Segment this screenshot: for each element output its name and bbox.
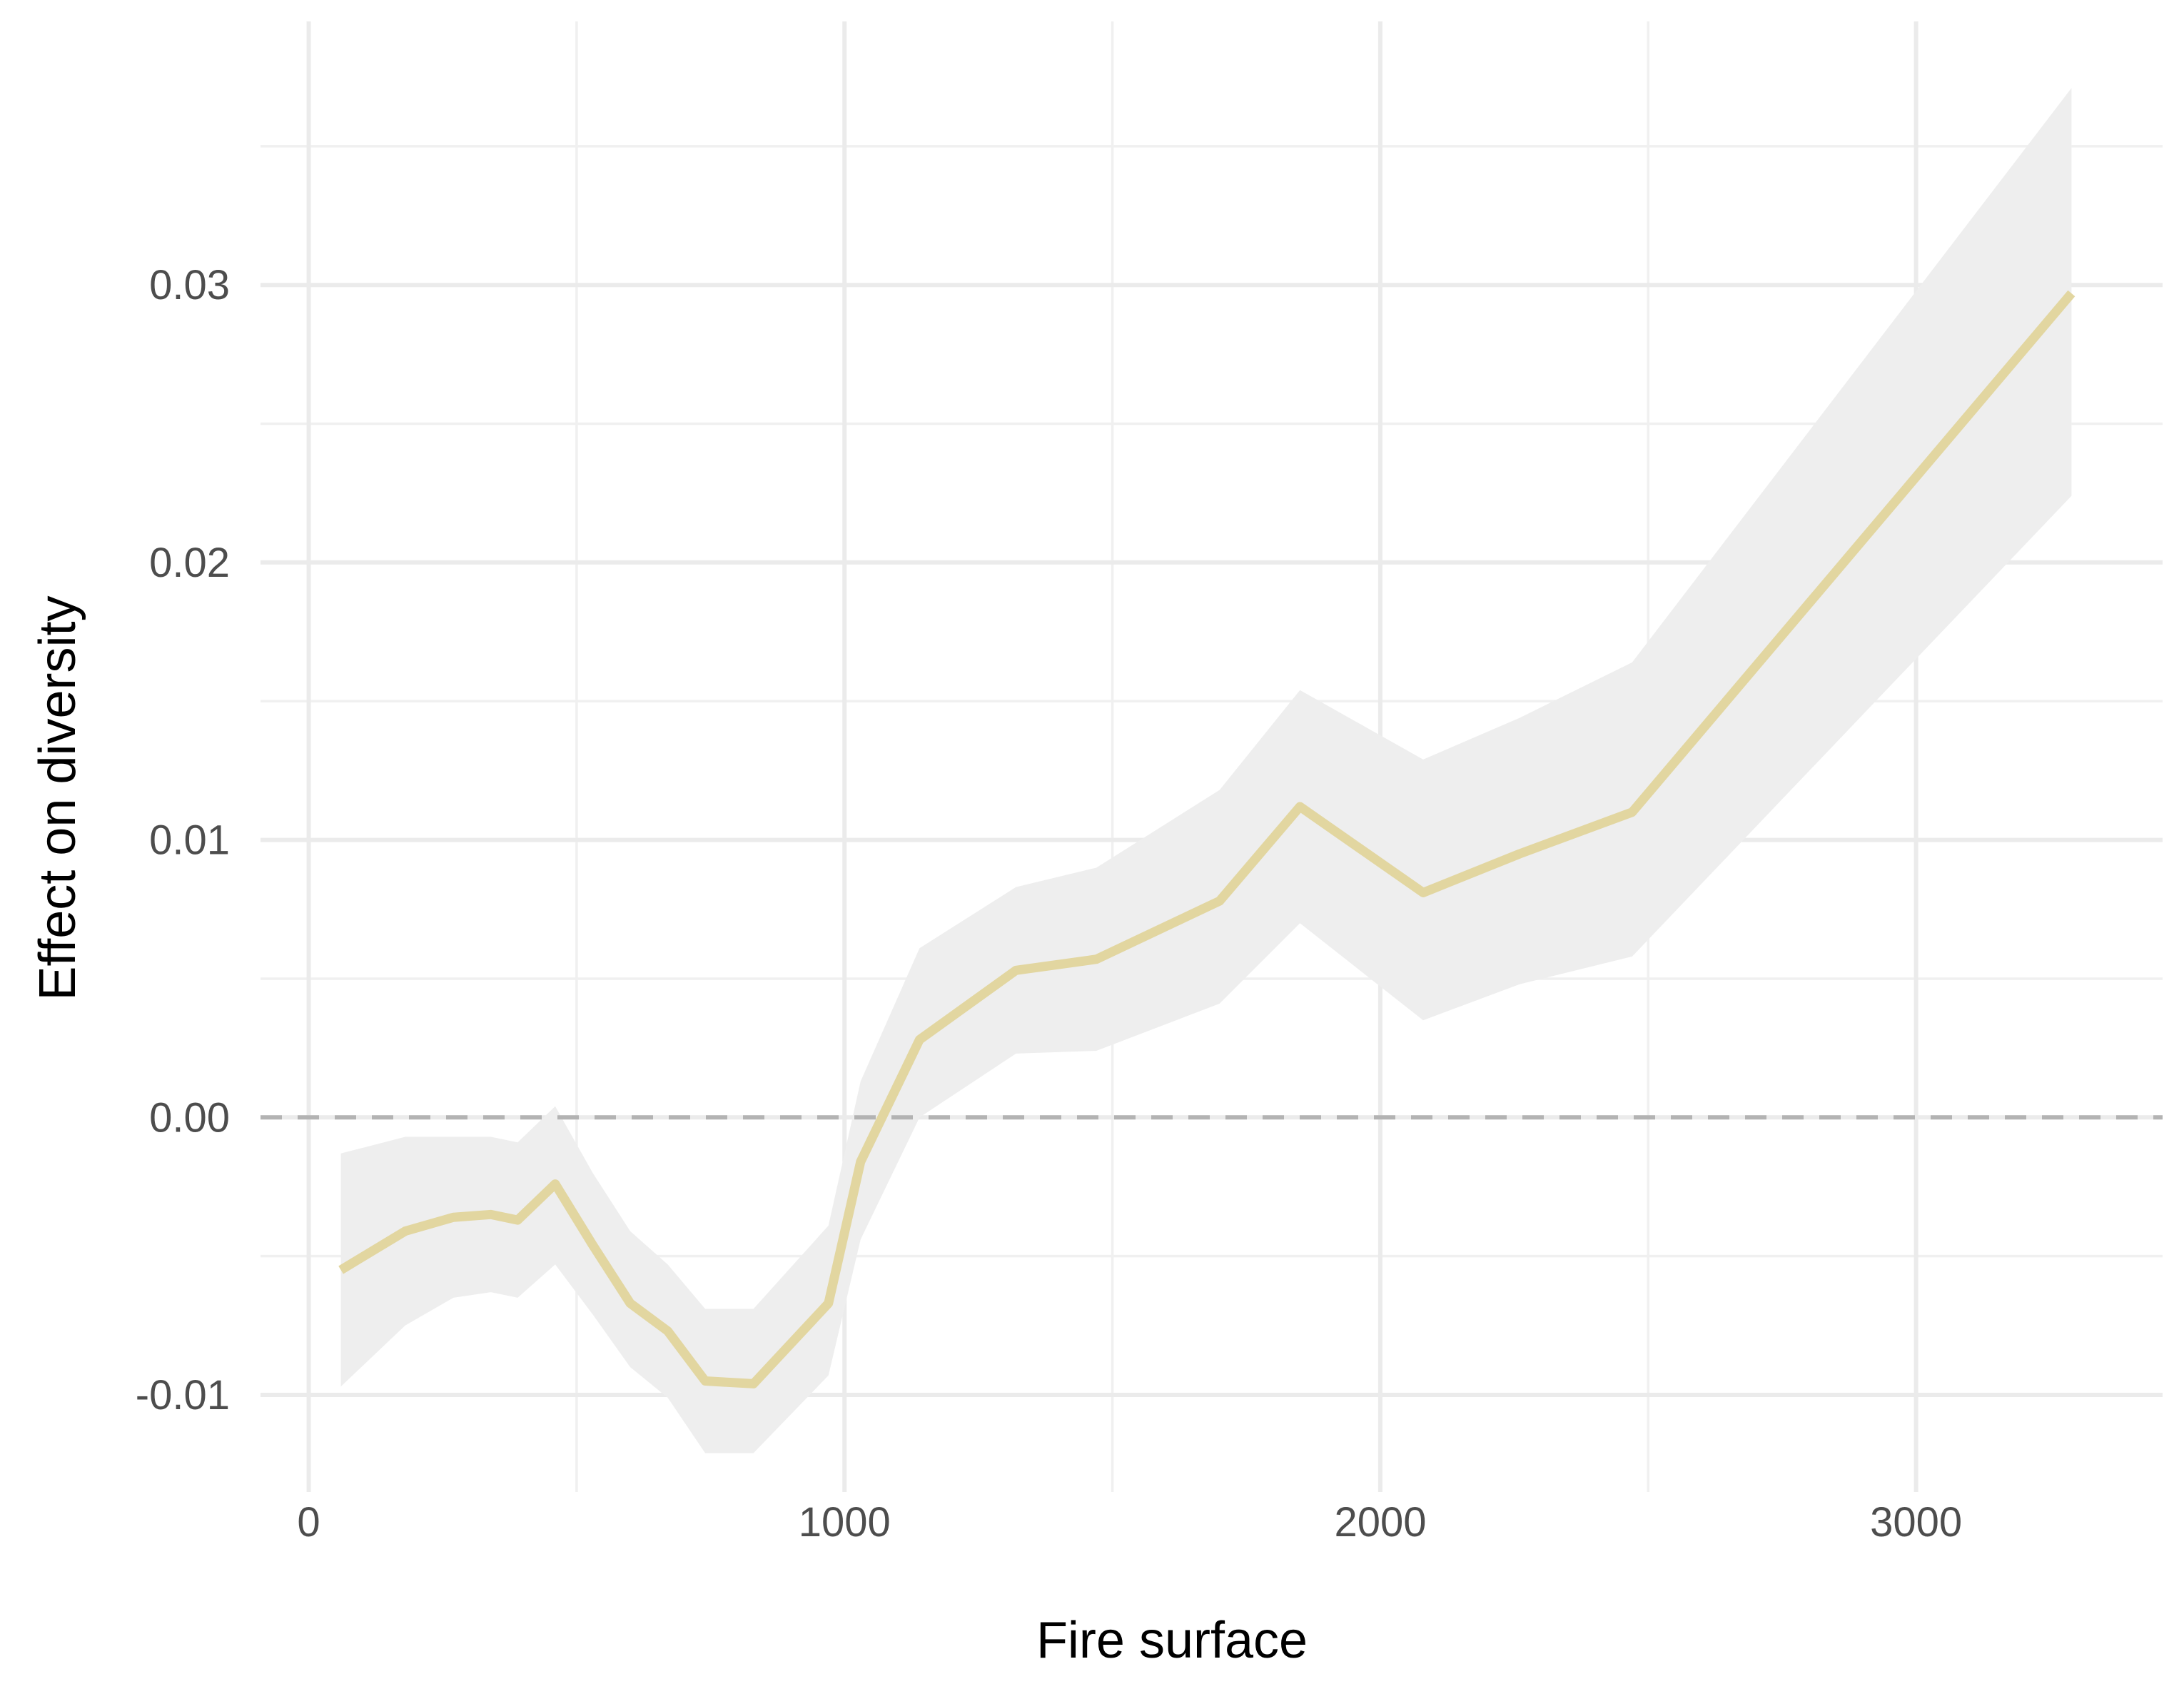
x-tick-label: 1000 bbox=[799, 1499, 891, 1546]
y-tick-label: 0.00 bbox=[149, 1094, 230, 1141]
effect-line bbox=[338, 290, 2076, 1388]
y-tick-label: -0.01 bbox=[136, 1372, 230, 1418]
x-axis-title: Fire surface bbox=[1036, 1612, 1308, 1669]
x-tick-label: 0 bbox=[297, 1499, 320, 1546]
y-tick-label: 0.03 bbox=[149, 262, 230, 308]
y-tick-label: 0.01 bbox=[149, 817, 230, 864]
x-tick-label: 3000 bbox=[1870, 1499, 1962, 1546]
y-tick-labels: -0.01 0.00 0.01 0.02 0.03 bbox=[136, 262, 230, 1418]
series-lines bbox=[338, 290, 2076, 1388]
confidence-ribbons bbox=[340, 88, 2072, 1453]
y-tick-label: 0.02 bbox=[149, 540, 230, 586]
y-axis-title: Effect on diversity bbox=[29, 596, 86, 1001]
confidence-ribbon bbox=[340, 88, 2072, 1453]
x-tick-label: 2000 bbox=[1334, 1499, 1426, 1546]
x-tick-labels: 0 1000 2000 3000 bbox=[297, 1499, 1962, 1546]
